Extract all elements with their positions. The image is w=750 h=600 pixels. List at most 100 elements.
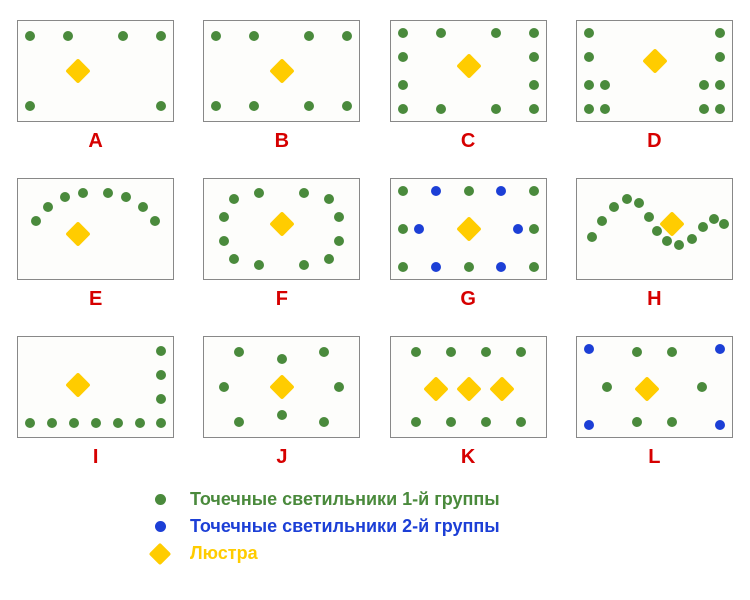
spotlight-group1 <box>597 216 607 226</box>
spotlight-group1 <box>634 198 644 208</box>
spotlight-group1 <box>398 186 408 196</box>
chandelier-icon <box>456 216 481 241</box>
legend-row-chandelier: Люстра <box>145 543 735 564</box>
spotlight-group1 <box>584 52 594 62</box>
scheme-G: G <box>388 178 549 311</box>
spotlight-group1 <box>715 52 725 62</box>
legend-dot-group2 <box>155 521 166 532</box>
spotlight-group1 <box>667 417 677 427</box>
schemes-grid: ABCDEFGHIJKL <box>15 20 735 469</box>
scheme-box-I <box>17 336 174 438</box>
spotlight-group1 <box>411 417 421 427</box>
scheme-A: A <box>15 20 176 153</box>
scheme-label-H: H <box>647 288 661 311</box>
chandelier-icon <box>642 48 667 73</box>
spotlight-group1 <box>249 101 259 111</box>
spotlight-group1 <box>529 262 539 272</box>
scheme-label-D: D <box>647 130 661 153</box>
spotlight-group1 <box>31 216 41 226</box>
scheme-label-F: F <box>276 288 288 311</box>
spotlight-group2 <box>584 344 594 354</box>
chandelier-icon <box>456 53 481 78</box>
spotlight-group1 <box>342 101 352 111</box>
spotlight-group1 <box>587 232 597 242</box>
scheme-label-J: J <box>276 446 287 469</box>
spotlight-group1 <box>91 418 101 428</box>
spotlight-group1 <box>398 80 408 90</box>
spotlight-group1 <box>491 104 501 114</box>
legend-text-chandelier: Люстра <box>190 543 258 564</box>
spotlight-group1 <box>464 262 474 272</box>
spotlight-group2 <box>715 344 725 354</box>
scheme-J: J <box>201 336 362 469</box>
spotlight-group1 <box>78 188 88 198</box>
spotlight-group2 <box>584 420 594 430</box>
spotlight-group1 <box>342 31 352 41</box>
chandelier-icon <box>270 58 295 83</box>
spotlight-group1 <box>709 214 719 224</box>
legend-row-group1: Точечные светильники 1-й группы <box>145 489 735 510</box>
spotlight-group1 <box>699 80 709 90</box>
spotlight-group1 <box>600 80 610 90</box>
scheme-D: D <box>574 20 735 153</box>
spotlight-group1 <box>600 104 610 114</box>
spotlight-group1 <box>687 234 697 244</box>
spotlight-group1 <box>299 188 309 198</box>
spotlight-group2 <box>496 186 506 196</box>
chandelier-icon <box>423 376 448 401</box>
spotlight-group1 <box>529 80 539 90</box>
spotlight-group1 <box>652 226 662 236</box>
spotlight-group1 <box>324 194 334 204</box>
spotlight-group1 <box>25 101 35 111</box>
spotlight-group1 <box>156 346 166 356</box>
scheme-K: K <box>388 336 549 469</box>
spotlight-group1 <box>398 224 408 234</box>
chandelier-icon <box>65 372 90 397</box>
spotlight-group2 <box>431 186 441 196</box>
spotlight-group1 <box>47 418 57 428</box>
chandelier-icon <box>270 374 295 399</box>
chandelier-icon <box>270 211 295 236</box>
spotlight-group1 <box>446 417 456 427</box>
scheme-label-C: C <box>461 130 475 153</box>
spotlight-group1 <box>491 28 501 38</box>
spotlight-group1 <box>662 236 672 246</box>
spotlight-group1 <box>324 254 334 264</box>
spotlight-group1 <box>219 212 229 222</box>
chandelier-icon <box>65 221 90 246</box>
scheme-label-E: E <box>89 288 102 311</box>
scheme-L: L <box>574 336 735 469</box>
spotlight-group1 <box>219 236 229 246</box>
scheme-B: B <box>201 20 362 153</box>
scheme-box-B <box>203 20 360 122</box>
scheme-box-J <box>203 336 360 438</box>
spotlight-group1 <box>516 347 526 357</box>
scheme-label-B: B <box>275 130 289 153</box>
spotlight-group1 <box>156 31 166 41</box>
scheme-label-K: K <box>461 446 475 469</box>
spotlight-group1 <box>715 80 725 90</box>
chandelier-icon <box>659 211 684 236</box>
scheme-label-L: L <box>648 446 660 469</box>
spotlight-group1 <box>156 394 166 404</box>
spotlight-group1 <box>584 80 594 90</box>
spotlight-group1 <box>234 347 244 357</box>
spotlight-group1 <box>25 418 35 428</box>
scheme-box-K <box>390 336 547 438</box>
spotlight-group1 <box>254 188 264 198</box>
scheme-label-G: G <box>460 288 476 311</box>
spotlight-group1 <box>529 104 539 114</box>
spotlight-group1 <box>334 236 344 246</box>
spotlight-group1 <box>113 418 123 428</box>
spotlight-group1 <box>697 382 707 392</box>
spotlight-group1 <box>156 418 166 428</box>
spotlight-group1 <box>334 212 344 222</box>
spotlight-group1 <box>304 101 314 111</box>
spotlight-group1 <box>481 347 491 357</box>
spotlight-group1 <box>277 354 287 364</box>
spotlight-group1 <box>135 418 145 428</box>
spotlight-group1 <box>446 347 456 357</box>
spotlight-group1 <box>516 417 526 427</box>
scheme-box-H <box>576 178 733 280</box>
chandelier-icon <box>456 376 481 401</box>
